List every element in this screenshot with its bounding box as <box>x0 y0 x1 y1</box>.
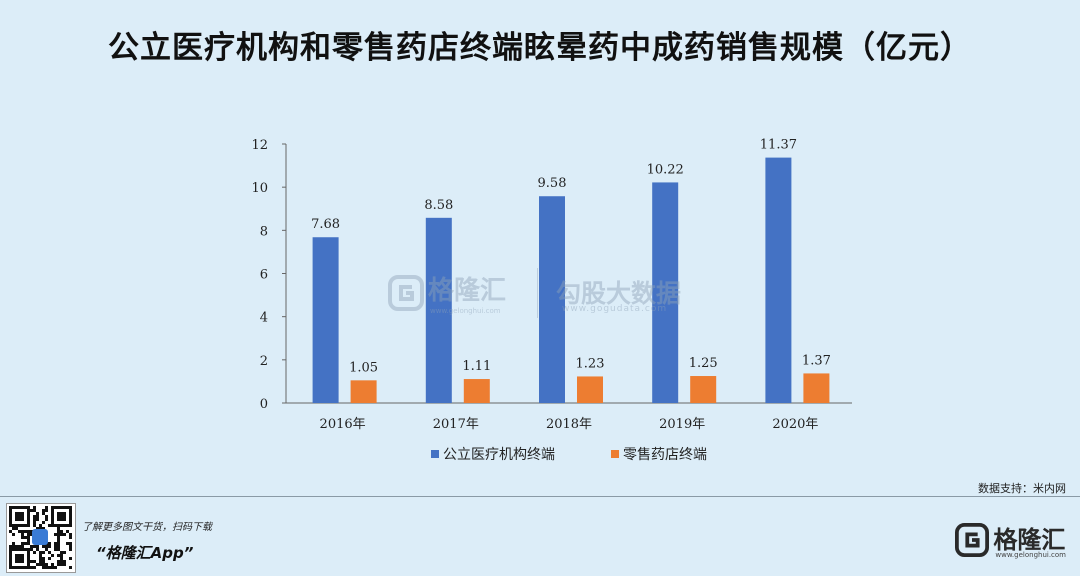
watermark-gelonghui: 格隆汇 www.gelonghui.com <box>388 270 506 315</box>
bar-public-hospital <box>425 217 452 403</box>
brand-text: 格隆汇 <box>993 526 1066 554</box>
data-label: 7.68 <box>311 217 340 232</box>
data-label: 1.25 <box>689 356 718 371</box>
x-tick-label: 2019年 <box>659 417 705 432</box>
app-name: “格隆汇App” <box>96 544 194 562</box>
data-label: 10.22 <box>647 162 684 177</box>
watermark-right-url: www.gogudata.com <box>562 304 668 314</box>
y-tick-label: 6 <box>260 268 268 283</box>
chart-title: 公立医疗机构和零售药店终端眩晕药中成药销售规模（亿元） <box>108 30 972 66</box>
gelonghui-logo-icon <box>388 274 424 311</box>
qr-code <box>6 503 76 573</box>
x-tick-label: 2018年 <box>546 417 592 432</box>
legend-label: 公立医疗机构终端 <box>443 447 555 463</box>
data-label: 1.05 <box>349 360 378 375</box>
data-label: 1.11 <box>462 359 491 374</box>
bar-chart: 0 2 4 6 8 10 12 2016年 2017年 2018年 2019年 2020年 7.68 1… <box>251 138 852 463</box>
brand-url: www.gelonghui.com <box>995 551 1066 559</box>
y-tick-label: 8 <box>260 224 268 239</box>
watermark-left-url: www.gelonghui.com <box>430 307 501 315</box>
watermark-separator <box>537 268 538 318</box>
brand-logo: 格隆汇 www.gelonghui.com <box>955 520 1066 559</box>
bar-public-hospital <box>539 196 565 403</box>
promo-text: 了解更多图文干货，扫码下载 <box>82 522 212 533</box>
y-tick-label: 4 <box>260 311 268 326</box>
legend-label: 零售药店终端 <box>623 447 707 463</box>
data-label: 1.23 <box>576 356 605 371</box>
bar-public-hospital <box>652 182 679 403</box>
gelonghui-brand-icon <box>955 522 990 557</box>
bar-public-hospital <box>765 157 792 403</box>
y-tick-label: 10 <box>251 181 268 196</box>
bar-retail-pharmacy <box>350 380 377 403</box>
data-label: 11.37 <box>760 138 797 153</box>
data-source: 数据支持：米内网 <box>978 482 1066 495</box>
watermark-right-text: 勾股大数据 <box>556 279 682 308</box>
bar-public-hospital <box>312 237 339 403</box>
bar-retail-pharmacy <box>690 376 717 403</box>
watermark-left-text: 格隆汇 <box>428 276 507 306</box>
footer-divider <box>0 496 1080 497</box>
x-tick-label: 2020年 <box>772 417 818 432</box>
bar-retail-pharmacy <box>463 379 490 403</box>
bar-retail-pharmacy <box>577 376 603 403</box>
data-label: 1.37 <box>802 353 831 368</box>
y-tick-label: 2 <box>260 354 268 369</box>
legend-swatch <box>611 450 619 458</box>
bar-retail-pharmacy <box>803 373 830 403</box>
x-tick-label: 2016年 <box>320 417 366 432</box>
y-tick-label: 0 <box>260 397 268 412</box>
y-tick-label: 12 <box>251 138 268 153</box>
legend-swatch <box>431 450 439 458</box>
qr-code-icon <box>9 506 72 569</box>
data-label: 8.58 <box>424 198 453 213</box>
x-tick-label: 2017年 <box>433 417 479 432</box>
data-label: 9.58 <box>538 176 567 191</box>
